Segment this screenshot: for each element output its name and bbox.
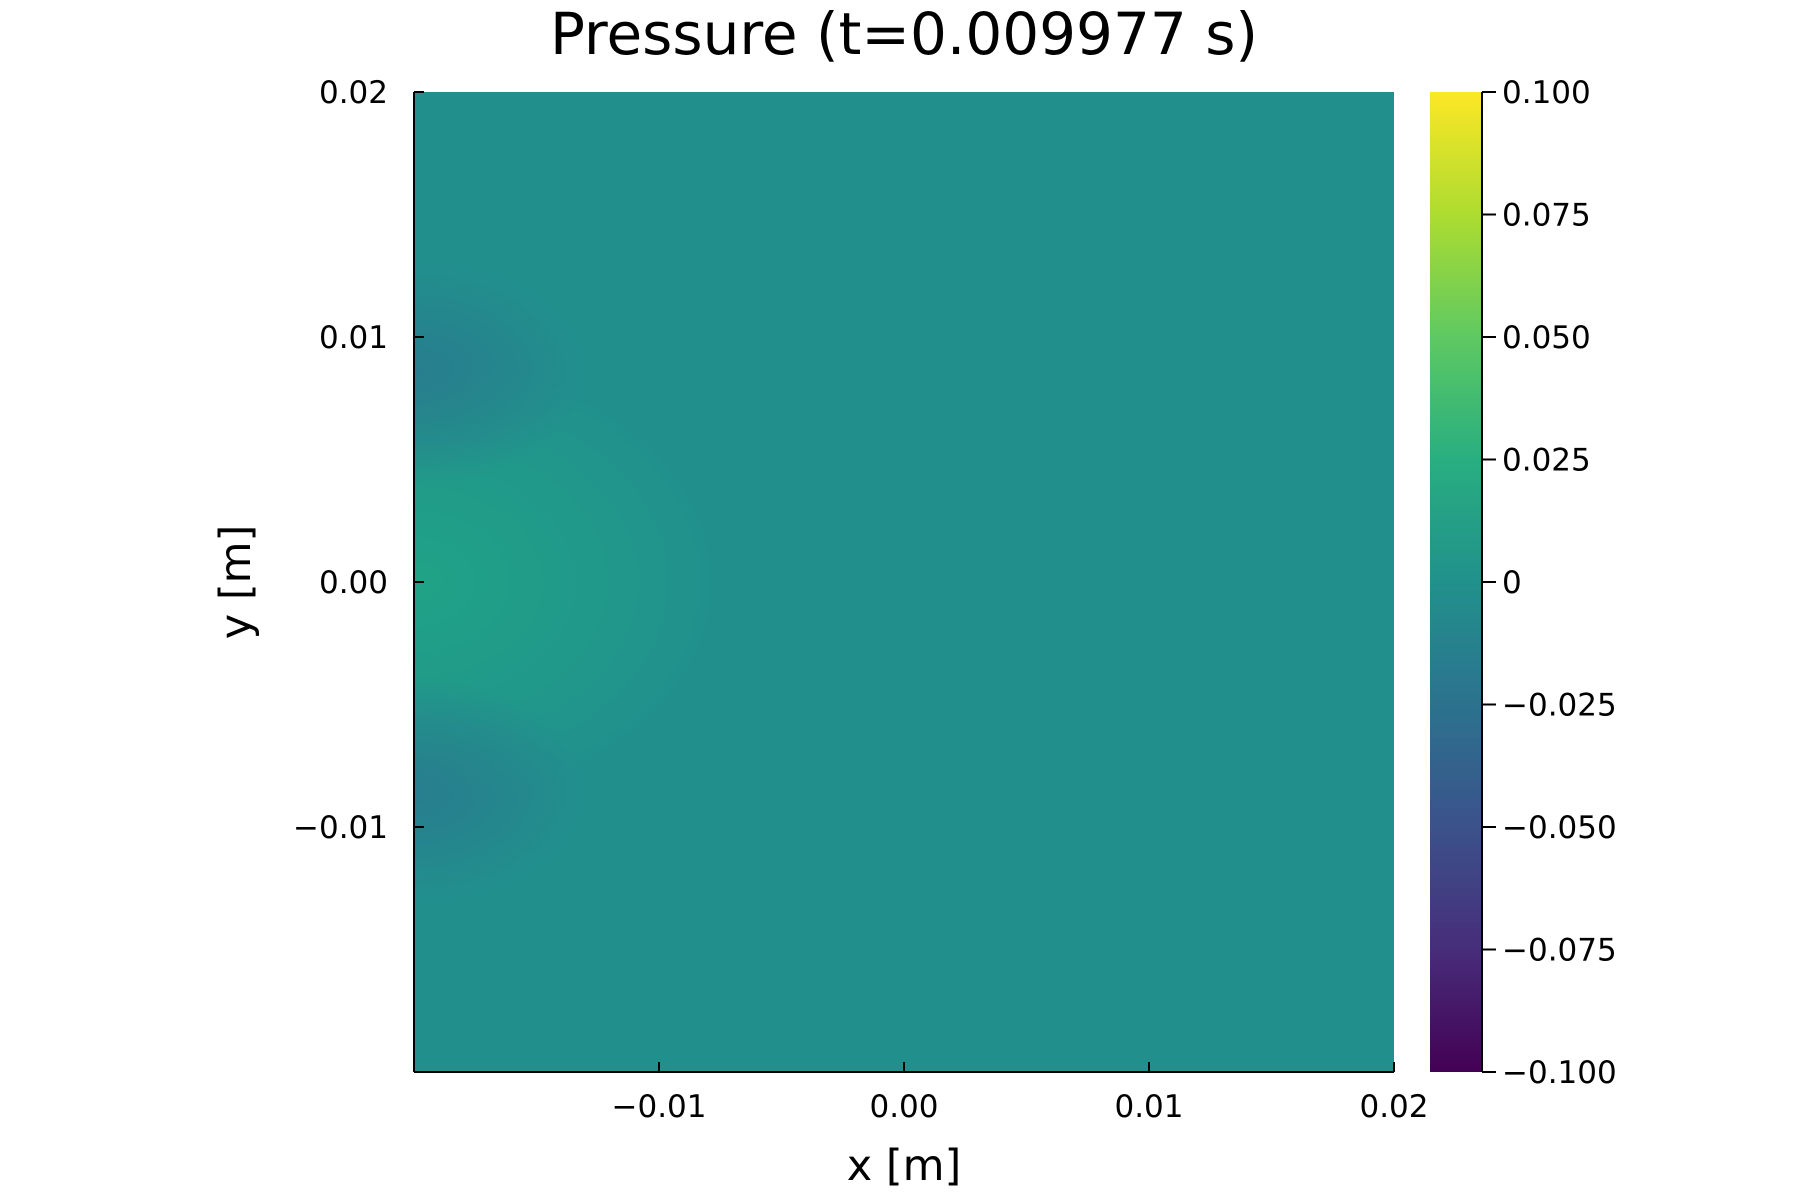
x-ticks: −0.01 0.00 0.01 0.02: [612, 1062, 1429, 1125]
axes: −0.01 0.00 0.01 0.02 −0.01 0.00 0.01 0.02: [293, 75, 1429, 1125]
colorbar-gradient: [1430, 92, 1482, 1072]
y-axis-title: y [m]: [211, 525, 261, 640]
x-axis-title: x [m]: [847, 1141, 962, 1191]
y-tick-label: 0.01: [319, 320, 388, 356]
colorbar-tick-label: 0.075: [1502, 198, 1591, 234]
colorbar-tick-label: 0.100: [1502, 75, 1591, 111]
x-tick-label: 0.01: [1114, 1089, 1183, 1125]
x-tick-label: 0.02: [1359, 1089, 1428, 1125]
negative-pressure-lobe-1: [414, 261, 586, 487]
y-tick-label: 0.00: [319, 565, 388, 601]
colorbar-ticks: 0.100 0.075 0.050 0.025 0 −0.025 −0.050 −0.075 −…: [1482, 75, 1617, 1091]
y-ticks: −0.01 0.00 0.01 0.02: [293, 75, 424, 846]
colorbar-tick-label: −0.050: [1502, 810, 1617, 846]
heatmap-plot-area: [414, 92, 1394, 1072]
colorbar-tick-label: 0.025: [1502, 443, 1591, 479]
colorbar-tick-label: −0.075: [1502, 933, 1617, 969]
colorbar-tick-label: −0.100: [1502, 1055, 1617, 1091]
negative-pressure-lobe-2: [414, 677, 586, 903]
x-tick-label: −0.01: [612, 1089, 707, 1125]
colorbar-tick-label: 0: [1502, 565, 1522, 601]
colorbar: 0.100 0.075 0.050 0.025 0 −0.025 −0.050 −0.075 −…: [1430, 75, 1617, 1091]
chart-title: Pressure (t=0.009977 s): [550, 0, 1258, 68]
colorbar-tick-label: 0.050: [1502, 320, 1591, 356]
y-tick-label: 0.02: [319, 75, 388, 111]
heatmap-features: [414, 261, 721, 903]
y-tick-label: −0.01: [293, 810, 388, 846]
colorbar-tick-label: −0.025: [1502, 688, 1617, 724]
x-tick-label: 0.00: [869, 1089, 938, 1125]
